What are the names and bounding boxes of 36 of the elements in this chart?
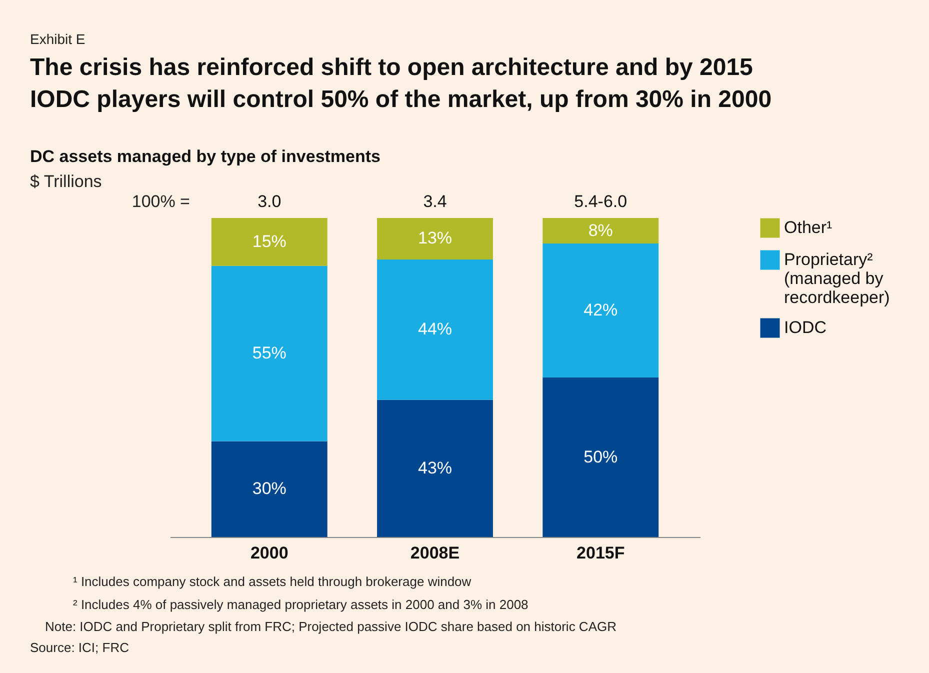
legend-label: Other¹: [784, 218, 833, 237]
data-label: 42%: [584, 300, 618, 320]
bar: [211, 266, 328, 442]
text: ¹ Includes company stock and assets held through brokerage window: [73, 574, 472, 589]
data-label: 30%: [252, 479, 286, 498]
legend-label: Proprietary² (managed by recordkeeper): [784, 250, 890, 307]
chart-title: The crisis has reinforced shift to open architecture and by 2015 IODC players will control 50% of the market, up from 30% in 2000: [30, 54, 772, 113]
data-label: 8%: [588, 220, 613, 240]
bar: [211, 218, 328, 266]
text: 3.0: [258, 192, 282, 211]
data-label: 15%: [252, 232, 286, 251]
bar: [377, 400, 493, 537]
bar: [211, 441, 328, 537]
text: 5.4-6.0: [574, 192, 628, 211]
x-tick-label: 2000: [250, 544, 288, 562]
bar: [377, 259, 493, 400]
text: Note: IODC and Proprietary split from FRC; Projected passive IODC share based on historic CAGR: [45, 619, 616, 634]
data-label: 13%: [418, 228, 452, 248]
bar: [377, 218, 493, 260]
text: 100% =: [132, 192, 190, 211]
data-label: 44%: [418, 320, 452, 339]
source-note: Source: ICI; FRC: [30, 640, 129, 655]
text: ² Includes 4% of passively managed proprietary assets in 2000 and 3% in 2008: [73, 597, 528, 612]
bar: [542, 244, 659, 378]
bar: [542, 218, 659, 244]
chart-subtitle: DC assets managed by type of investments: [30, 147, 381, 166]
legend-label: IODC: [784, 318, 826, 337]
data-label: 50%: [584, 447, 618, 466]
data-label: 55%: [252, 344, 286, 363]
y-axis-title: $ Trillions: [30, 172, 102, 191]
text: 3.4: [423, 192, 447, 211]
text: Exhibit E: [30, 31, 86, 47]
data-label: 43%: [418, 458, 452, 478]
x-tick-label: 2008E: [410, 544, 460, 562]
bar: [542, 378, 659, 537]
x-tick-label: 2015F: [576, 544, 625, 562]
